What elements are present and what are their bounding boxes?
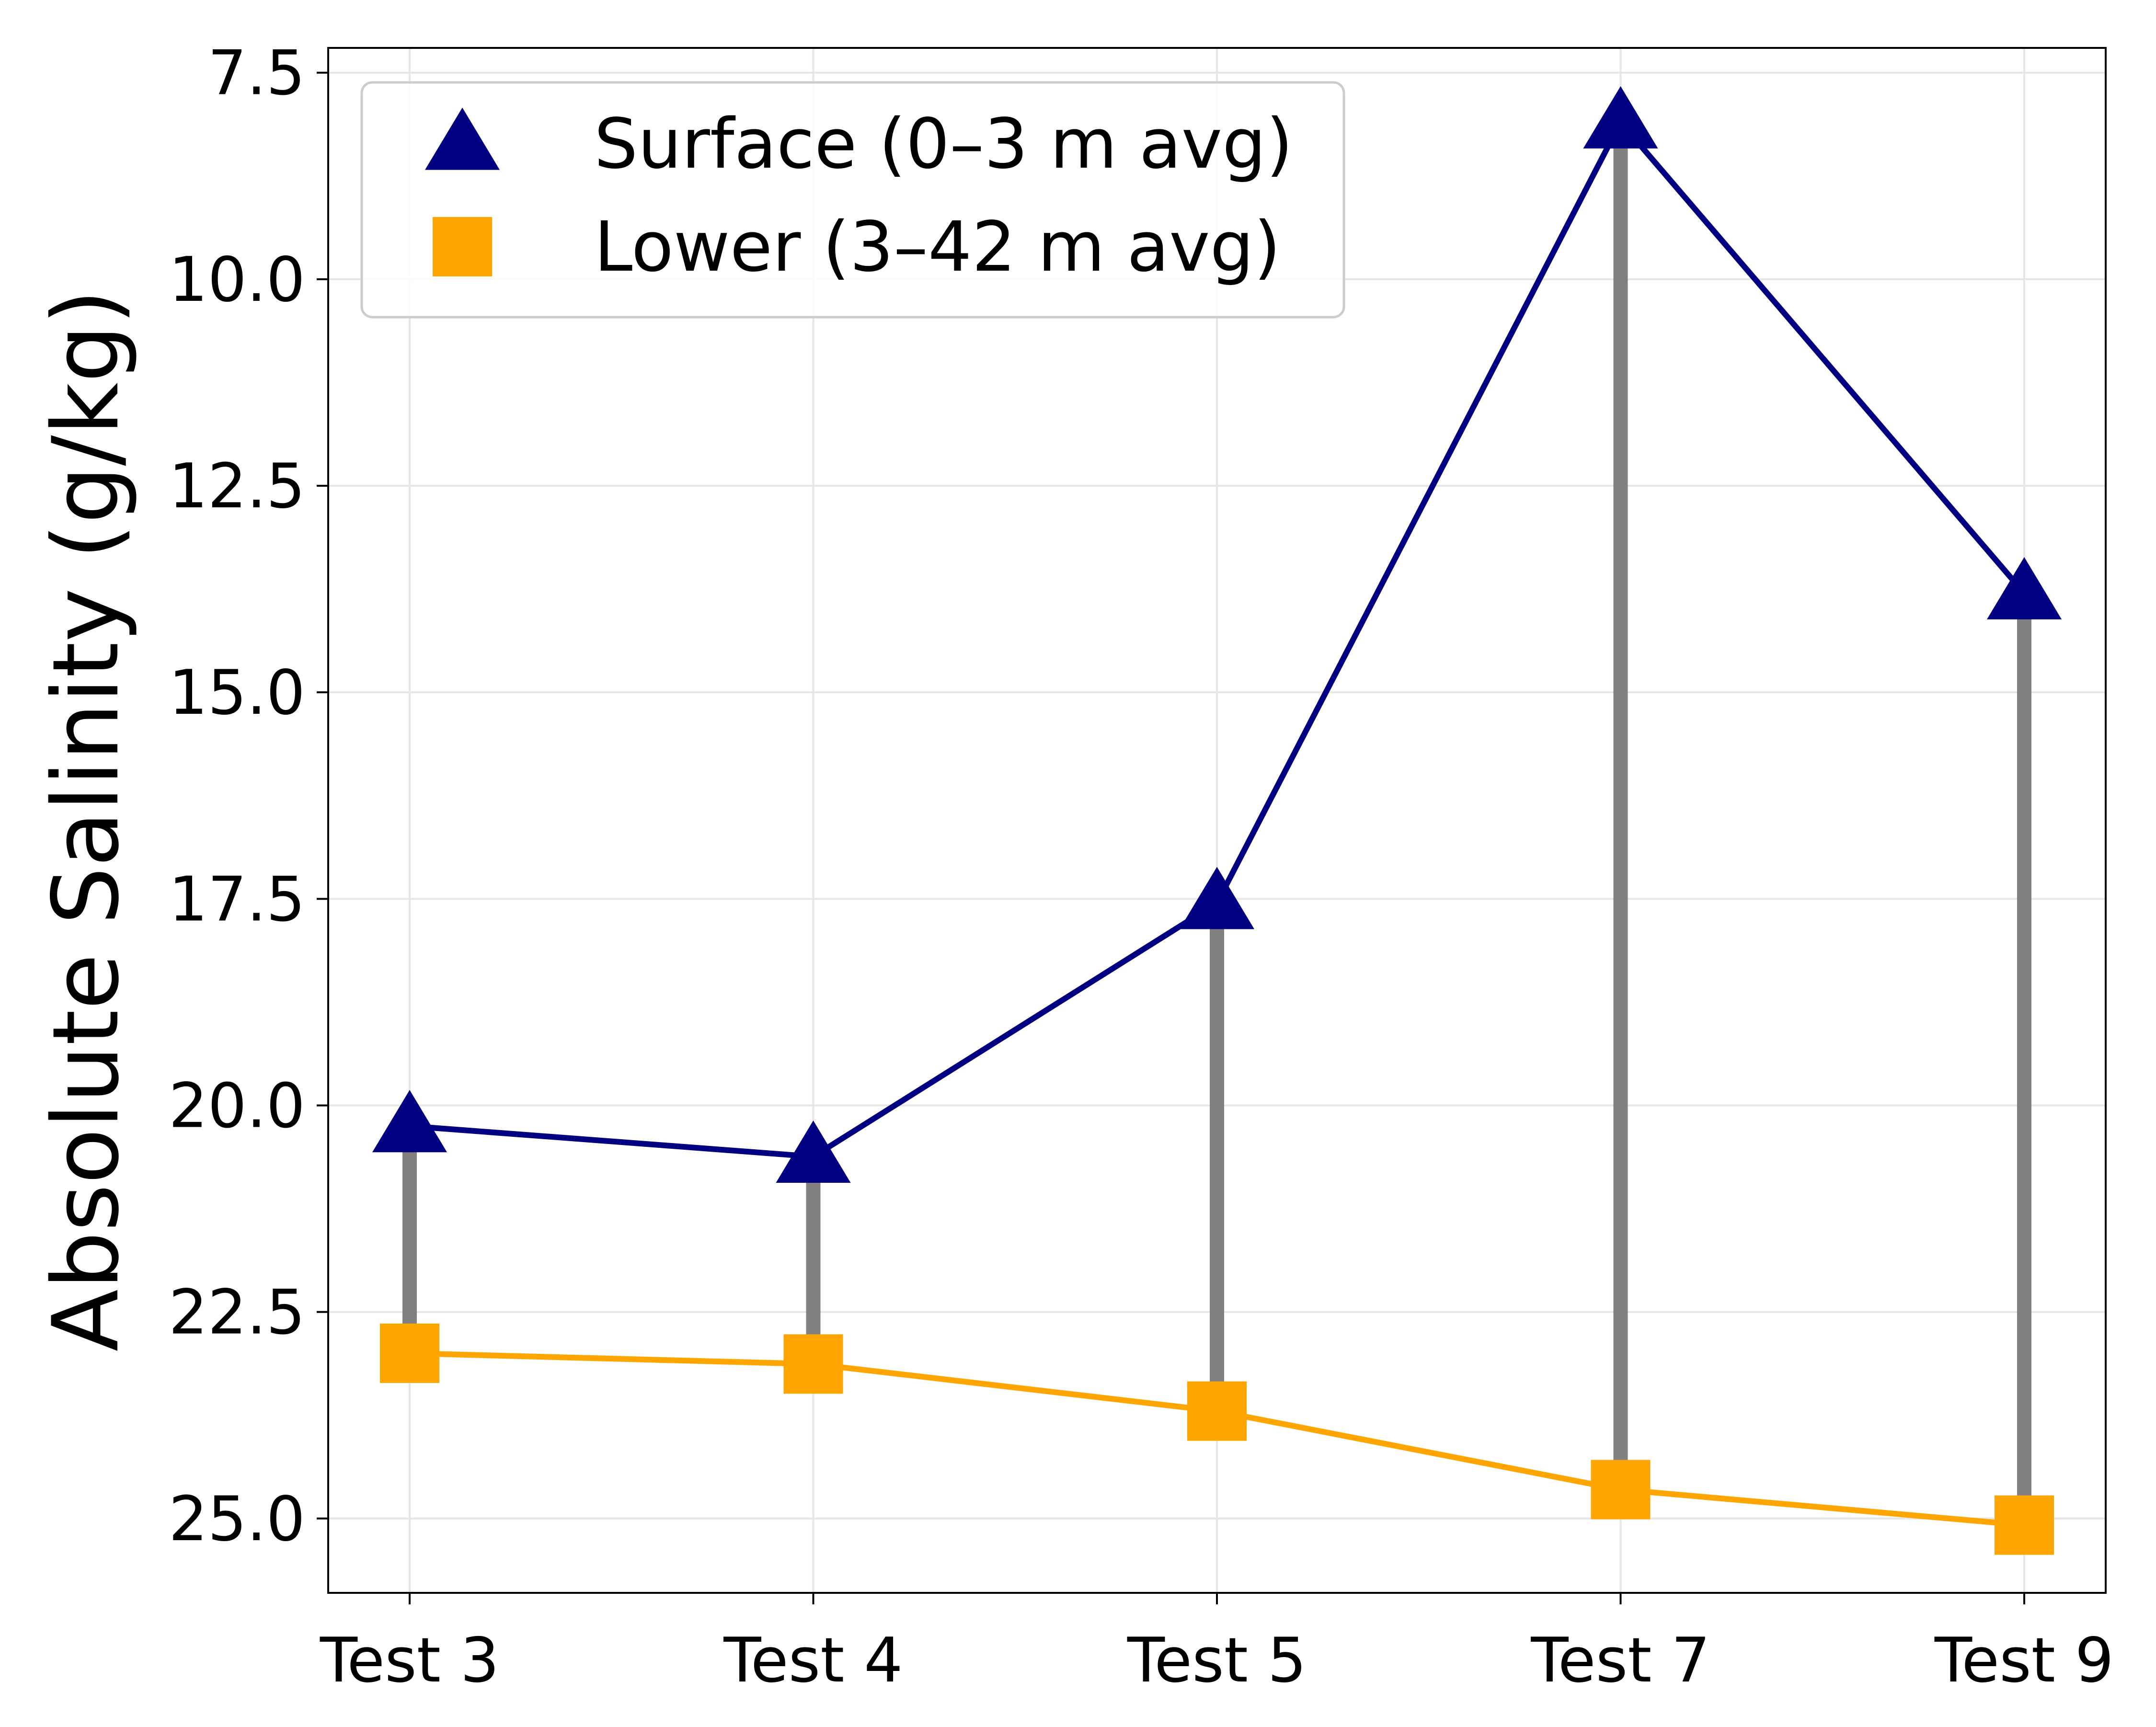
x-tick-label: Test 9 [1934, 1625, 2114, 1696]
data-point-square [380, 1323, 439, 1383]
y-tick-label: 25.0 [169, 1484, 305, 1555]
connectors [402, 122, 2031, 1525]
legend-box [360, 81, 1345, 319]
data-point-square [1187, 1381, 1247, 1441]
series-lower [380, 1323, 2054, 1555]
legend-label: Surface (0–3 m avg) [594, 103, 1293, 184]
x-tick-label: Test 7 [1530, 1625, 1710, 1696]
data-point-square [783, 1334, 843, 1394]
data-point-triangle [1987, 557, 2062, 619]
y-tick-label: 7.5 [207, 38, 305, 109]
legend-label: Lower (3–42 m avg) [594, 206, 1281, 287]
y-axis-label: Absolute Salinity (g/kg) [33, 289, 139, 1351]
y-tick-label: 10.0 [169, 244, 305, 316]
legend-triangle-icon [425, 107, 500, 170]
x-tick-label: Test 5 [1127, 1625, 1307, 1696]
data-point-triangle [372, 1090, 447, 1153]
data-point-triangle [1180, 867, 1254, 929]
y-tick-label: 12.5 [169, 451, 305, 522]
x-tick-label: Test 3 [320, 1625, 499, 1696]
series-surface [372, 86, 2062, 1183]
y-tick-label: 22.5 [169, 1277, 305, 1349]
series [372, 86, 2062, 1555]
x-axis: Test 3 Test 4 Test 5 Test 7 Test 9 [320, 1593, 2114, 1696]
y-axis: 7.5 10.0 12.5 15.0 17.5 20.0 22.5 25.0 [169, 38, 328, 1555]
legend: Surface (0–3 m avg) Lower (3–42 m avg) [360, 81, 1345, 319]
y-tick-label: 15.0 [169, 657, 305, 729]
legend-square-icon [433, 217, 492, 276]
y-tick-label: 17.5 [169, 864, 305, 935]
data-point-triangle [1583, 86, 1658, 149]
x-tick-label: Test 4 [723, 1625, 903, 1696]
data-point-square [1591, 1460, 1651, 1520]
data-point-square [1995, 1495, 2054, 1555]
y-tick-label: 20.0 [169, 1070, 305, 1142]
data-point-triangle [776, 1121, 851, 1183]
